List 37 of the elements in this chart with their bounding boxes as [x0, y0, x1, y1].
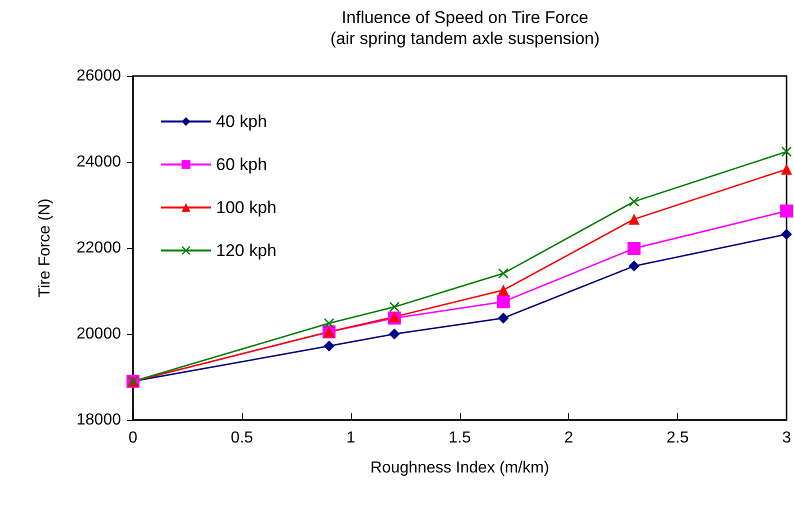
point — [496, 295, 510, 308]
point — [498, 284, 509, 296]
point — [324, 318, 334, 328]
y-tick-label: 24000 — [76, 154, 122, 170]
y-tick-label: 26000 — [76, 68, 122, 84]
point — [388, 311, 400, 322]
x-tick-label: 0 — [128, 430, 138, 446]
point — [388, 328, 400, 340]
y-tick-label: 18000 — [76, 412, 122, 428]
y-tick-label: 20000 — [76, 326, 122, 342]
x-tick-label: 2.5 — [666, 430, 689, 446]
point — [781, 164, 792, 175]
point — [781, 228, 792, 240]
point — [389, 302, 400, 312]
point — [498, 268, 508, 278]
point — [628, 260, 640, 272]
y-tick-label: 22000 — [76, 240, 122, 256]
point — [628, 242, 641, 255]
y-axis-title: Tire Force (N) — [36, 198, 54, 298]
x-tick-label: 3 — [782, 430, 792, 446]
point — [498, 312, 509, 324]
chart-subtitle: (air spring tandem axle suspension) — [330, 29, 600, 48]
x-axis-title: Roughness Index (m/km) — [370, 460, 550, 476]
point — [324, 340, 335, 352]
point — [629, 196, 640, 207]
point — [782, 146, 792, 157]
legend-label: 60 kph — [216, 155, 268, 174]
legend-label: 120 kph — [216, 241, 276, 260]
legend-label: 100 kph — [216, 198, 276, 217]
legend-label: 40 kph — [216, 112, 268, 131]
x-tick-label: 0.5 — [230, 430, 254, 446]
x-tick-label: 2 — [564, 430, 574, 446]
point — [628, 214, 640, 225]
point — [780, 204, 794, 218]
x-tick-label: 1 — [346, 430, 356, 446]
x-tick-label: 1.5 — [448, 430, 471, 446]
chart-title: Influence of Speed on Tire Force — [342, 8, 588, 27]
